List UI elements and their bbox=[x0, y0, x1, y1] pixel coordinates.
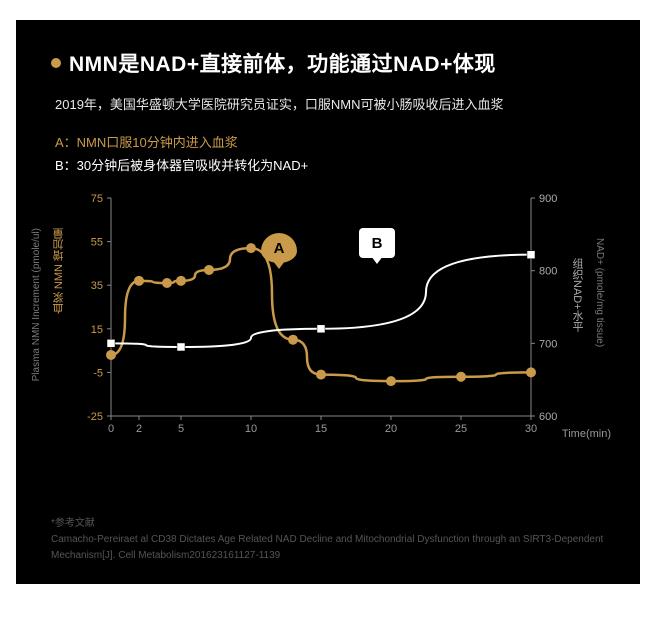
y-right-label-en: NAD+ (pmole/mg tissue) bbox=[594, 238, 605, 347]
callout-a: A bbox=[261, 233, 297, 263]
callout-b: B bbox=[359, 228, 395, 258]
chart-area: Plasma NMN Increment (pmole/ul) 血浆 NMN 增… bbox=[61, 188, 581, 446]
svg-text:5: 5 bbox=[178, 423, 184, 435]
legend-b: B：30分钟后被身体器官吸收并转化为NAD+ bbox=[55, 155, 605, 174]
svg-text:0: 0 bbox=[108, 423, 114, 435]
svg-text:75: 75 bbox=[91, 193, 103, 205]
svg-text:600: 600 bbox=[539, 411, 557, 423]
slide-root: NMN是NAD+直接前体，功能通过NAD+体现 2019年，美国华盛顿大学医院研… bbox=[16, 20, 640, 584]
svg-text:2: 2 bbox=[136, 423, 142, 435]
svg-text:10: 10 bbox=[245, 423, 257, 435]
svg-text:25: 25 bbox=[455, 423, 467, 435]
footnote: *参考文献 Camacho-Pereiraet al CD38 Dictates… bbox=[51, 516, 605, 564]
footnote-title: *参考文献 bbox=[51, 516, 605, 532]
svg-text:15: 15 bbox=[315, 423, 327, 435]
svg-text:20: 20 bbox=[385, 423, 397, 435]
slide-subtitle: 2019年，美国华盛顿大学医院研究员证实，口服NMN可被小肠吸收后进入血浆 bbox=[55, 94, 605, 116]
svg-text:700: 700 bbox=[539, 338, 557, 350]
footnote-body: Camacho-Pereiraet al CD38 Dictates Age R… bbox=[51, 532, 605, 564]
y-left-label-en: Plasma NMN Increment (pmole/ul) bbox=[31, 228, 42, 381]
svg-text:35: 35 bbox=[91, 280, 103, 292]
slide-title: NMN是NAD+直接前体，功能通过NAD+体现 bbox=[69, 48, 496, 78]
x-axis-label: Time(min) bbox=[562, 428, 611, 440]
svg-text:30: 30 bbox=[525, 423, 537, 435]
svg-text:-5: -5 bbox=[93, 367, 103, 379]
chart-svg: -25-5153555756007008009000251015202530 bbox=[61, 188, 581, 446]
svg-text:55: 55 bbox=[91, 237, 103, 249]
svg-text:-25: -25 bbox=[87, 411, 103, 423]
title-bullet-icon bbox=[51, 58, 61, 68]
title-row: NMN是NAD+直接前体，功能通过NAD+体现 bbox=[51, 48, 605, 78]
svg-text:15: 15 bbox=[91, 324, 103, 336]
svg-text:800: 800 bbox=[539, 266, 557, 278]
legend-a: A：NMN口服10分钟内进入血浆 bbox=[55, 132, 605, 151]
svg-text:900: 900 bbox=[539, 193, 557, 205]
